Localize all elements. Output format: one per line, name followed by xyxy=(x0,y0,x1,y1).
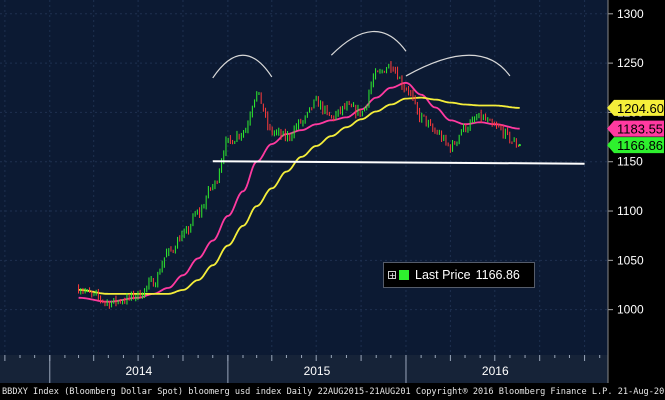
series-line-2 xyxy=(78,96,520,295)
plot-area xyxy=(0,0,608,355)
last-value-label-1: 1183.55 xyxy=(607,120,664,137)
legend-label: Last Price xyxy=(415,268,471,282)
y-tick-label: 1150 xyxy=(617,155,643,169)
y-tick-label: 1250 xyxy=(617,56,644,70)
x-year-label: 2014 xyxy=(125,364,152,378)
pattern-arc-0 xyxy=(212,54,273,79)
pattern-arc-1 xyxy=(330,30,407,56)
y-tick-label: 1000 xyxy=(617,303,644,317)
pattern-arc-2 xyxy=(405,54,511,77)
last-value-badge xyxy=(607,120,664,137)
x-axis-strip: 2014 2015 2016 xyxy=(0,355,608,383)
last-value-text: 1204.60 xyxy=(617,101,664,116)
y-tick-label: 1050 xyxy=(617,253,644,267)
y-axis: 1000105011001150120012501300 xyxy=(607,0,644,383)
legend-expand-icon[interactable]: + xyxy=(388,271,396,280)
footer-info: BBDXY Index (Bloomberg Dollar Spot) bloo… xyxy=(0,384,665,400)
series-layer xyxy=(78,61,521,309)
price-candles xyxy=(78,61,521,309)
last-value-label-2: 1166.86 xyxy=(607,137,664,154)
last-value-text: 1183.55 xyxy=(617,122,663,137)
last-price-point xyxy=(518,143,521,147)
last-value-badge xyxy=(607,137,664,154)
legend[interactable]: + Last Price 1166.86 xyxy=(383,262,535,288)
annotations xyxy=(212,30,585,165)
legend-value: 1166.86 xyxy=(475,268,520,282)
year-band xyxy=(0,355,608,383)
y-tick-label: 1100 xyxy=(617,204,643,218)
y-tick-label: 1300 xyxy=(617,7,644,21)
x-year-label: 2015 xyxy=(304,364,331,378)
last-value-badge xyxy=(607,99,664,116)
x-year-label: 2016 xyxy=(482,364,509,378)
last-value-text: 1166.86 xyxy=(617,138,663,153)
neckline xyxy=(212,160,585,165)
last-value-label-0: 1204.60 xyxy=(607,99,664,116)
legend-swatch xyxy=(399,270,409,280)
